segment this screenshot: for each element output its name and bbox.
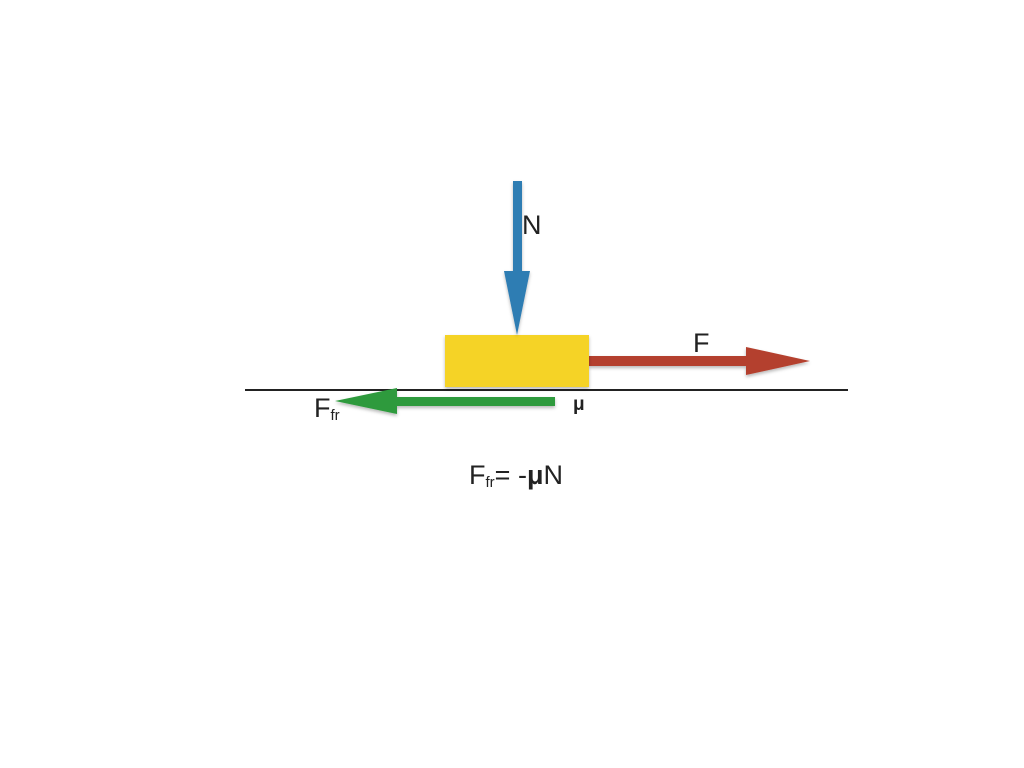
friction-force-label: Ffr (314, 393, 340, 424)
formula-mu: μ (526, 460, 544, 490)
friction-force-arrow (335, 388, 555, 414)
applied-force-arrow (589, 347, 810, 375)
normal-force-arrow (504, 181, 530, 335)
block (445, 335, 589, 387)
formula-lhs-subscript: fr (485, 474, 495, 491)
formula-rhs: N (543, 460, 563, 490)
applied-force-label: F (693, 328, 710, 358)
formula-lhs-main: F (469, 460, 486, 490)
friction-force-label-subscript: fr (330, 407, 340, 424)
friction-formula: Ffr= -μN (469, 460, 563, 491)
friction-coefficient-label: μ (573, 394, 585, 415)
formula-equals: = - (494, 460, 527, 490)
friction-force-label-main: F (314, 393, 331, 423)
normal-force-label: N (522, 210, 542, 240)
